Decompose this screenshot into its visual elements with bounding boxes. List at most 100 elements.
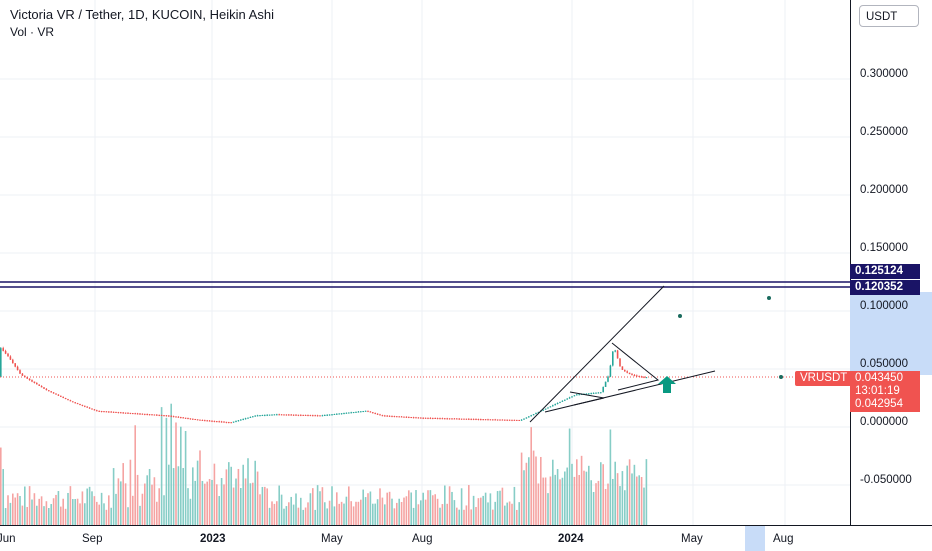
volume-bar — [396, 502, 398, 525]
candle-body — [573, 395, 576, 397]
volume-bar — [458, 509, 460, 525]
candle-body — [566, 398, 568, 400]
volume-bar — [33, 493, 36, 525]
candle-body — [177, 416, 180, 418]
candle-body — [532, 414, 535, 416]
candle-body — [24, 375, 26, 378]
volume-bar — [79, 503, 81, 525]
candle-body — [468, 418, 470, 420]
volume-bar — [547, 493, 549, 525]
volume-bar — [393, 508, 396, 525]
candle-body — [376, 413, 379, 415]
volume-bar — [645, 459, 648, 525]
candle-body — [321, 415, 324, 417]
time-label: May — [321, 533, 343, 545]
volume-bar — [624, 490, 626, 525]
candle-body — [273, 414, 276, 416]
candle-body — [280, 414, 283, 416]
currency-button[interactable]: USDT — [859, 5, 919, 27]
volume-bar — [146, 475, 148, 525]
candle-body — [460, 418, 463, 420]
volume-bar — [636, 476, 638, 525]
candle-body — [175, 416, 177, 418]
volume-bar — [578, 474, 580, 525]
volume-bar — [352, 506, 355, 525]
price-tick: -0.050000 — [860, 474, 912, 486]
ha-close-badge: 0.042954 — [850, 397, 920, 412]
volume-bar — [607, 483, 609, 525]
volume-bar — [544, 477, 547, 525]
candle-body — [264, 414, 266, 416]
candle-body — [554, 404, 556, 406]
candle-body — [304, 414, 307, 416]
candle-body — [283, 414, 285, 416]
volume-bar — [103, 503, 105, 525]
candle-body — [645, 377, 648, 379]
candle-body — [230, 422, 232, 424]
price-tick: 0.100000 — [860, 300, 908, 312]
candle-body — [266, 414, 268, 416]
volume-bar — [595, 483, 597, 525]
price-scale[interactable]: USDT 0.300000 0.250000 0.200000 0.150000… — [850, 0, 932, 525]
volume-bar — [492, 509, 494, 525]
candle-body — [453, 418, 456, 420]
volume-bar — [55, 494, 57, 525]
volume-bar — [564, 471, 566, 525]
volume-bar — [201, 480, 204, 525]
candle-body — [158, 414, 160, 416]
volume-bar — [501, 487, 504, 525]
candle-body — [288, 414, 290, 416]
candle-body — [86, 406, 88, 408]
candle-body — [518, 419, 520, 421]
candle-body — [489, 419, 492, 421]
volume-bar — [580, 455, 583, 525]
candle-body — [391, 415, 393, 417]
volume-bar — [177, 466, 180, 525]
volume-bar — [199, 450, 201, 525]
volume-bar — [487, 502, 489, 525]
candle-body — [55, 393, 57, 395]
volume-bar — [549, 476, 552, 525]
volume-bar — [297, 507, 300, 525]
candle-body — [40, 385, 43, 388]
candle-body — [631, 374, 633, 376]
volume-bar — [108, 495, 110, 525]
volume-bar — [379, 488, 381, 525]
candle-body — [626, 371, 628, 373]
volume-bar — [141, 493, 144, 525]
candle-body — [168, 415, 170, 417]
time-label: Jun — [0, 533, 16, 545]
volume-bar — [278, 485, 280, 525]
candle-body — [12, 359, 14, 364]
candle-body — [240, 419, 242, 421]
volume-bar — [7, 495, 9, 525]
line-price-badge-lower: 0.120352 — [850, 280, 920, 295]
price-tick: 0.200000 — [860, 184, 908, 196]
legend-volume-label: Vol · VR — [10, 25, 55, 39]
volume-bar — [271, 501, 273, 525]
volume-bar — [290, 496, 292, 525]
volume-bar — [247, 458, 249, 525]
chart-canvas[interactable] — [0, 0, 850, 525]
volume-bar — [304, 507, 307, 525]
volume-bar — [552, 459, 554, 525]
candle-body — [362, 411, 364, 413]
volume-bar — [456, 507, 458, 525]
candle-body — [448, 418, 451, 420]
candle-body — [4, 350, 7, 354]
chart-area[interactable]: Victoria VR / Tether, 1D, KUCOIN, Heikin… — [0, 0, 850, 525]
volume-bar — [556, 469, 559, 525]
candle-body — [636, 375, 638, 377]
volume-bar — [88, 486, 91, 525]
volume-bar — [256, 471, 259, 525]
candle-body — [141, 413, 144, 415]
candle-body — [576, 394, 578, 396]
candle-body — [350, 412, 352, 414]
time-axis[interactable]: Jun Sep 2023 May Aug 2024 May Aug — [0, 525, 932, 551]
candle-body — [547, 407, 549, 409]
volume-bar — [374, 503, 376, 525]
volume-bar — [453, 500, 456, 525]
volume-bar — [364, 497, 367, 525]
volume-bar — [638, 475, 640, 525]
time-label: 2023 — [200, 533, 226, 545]
